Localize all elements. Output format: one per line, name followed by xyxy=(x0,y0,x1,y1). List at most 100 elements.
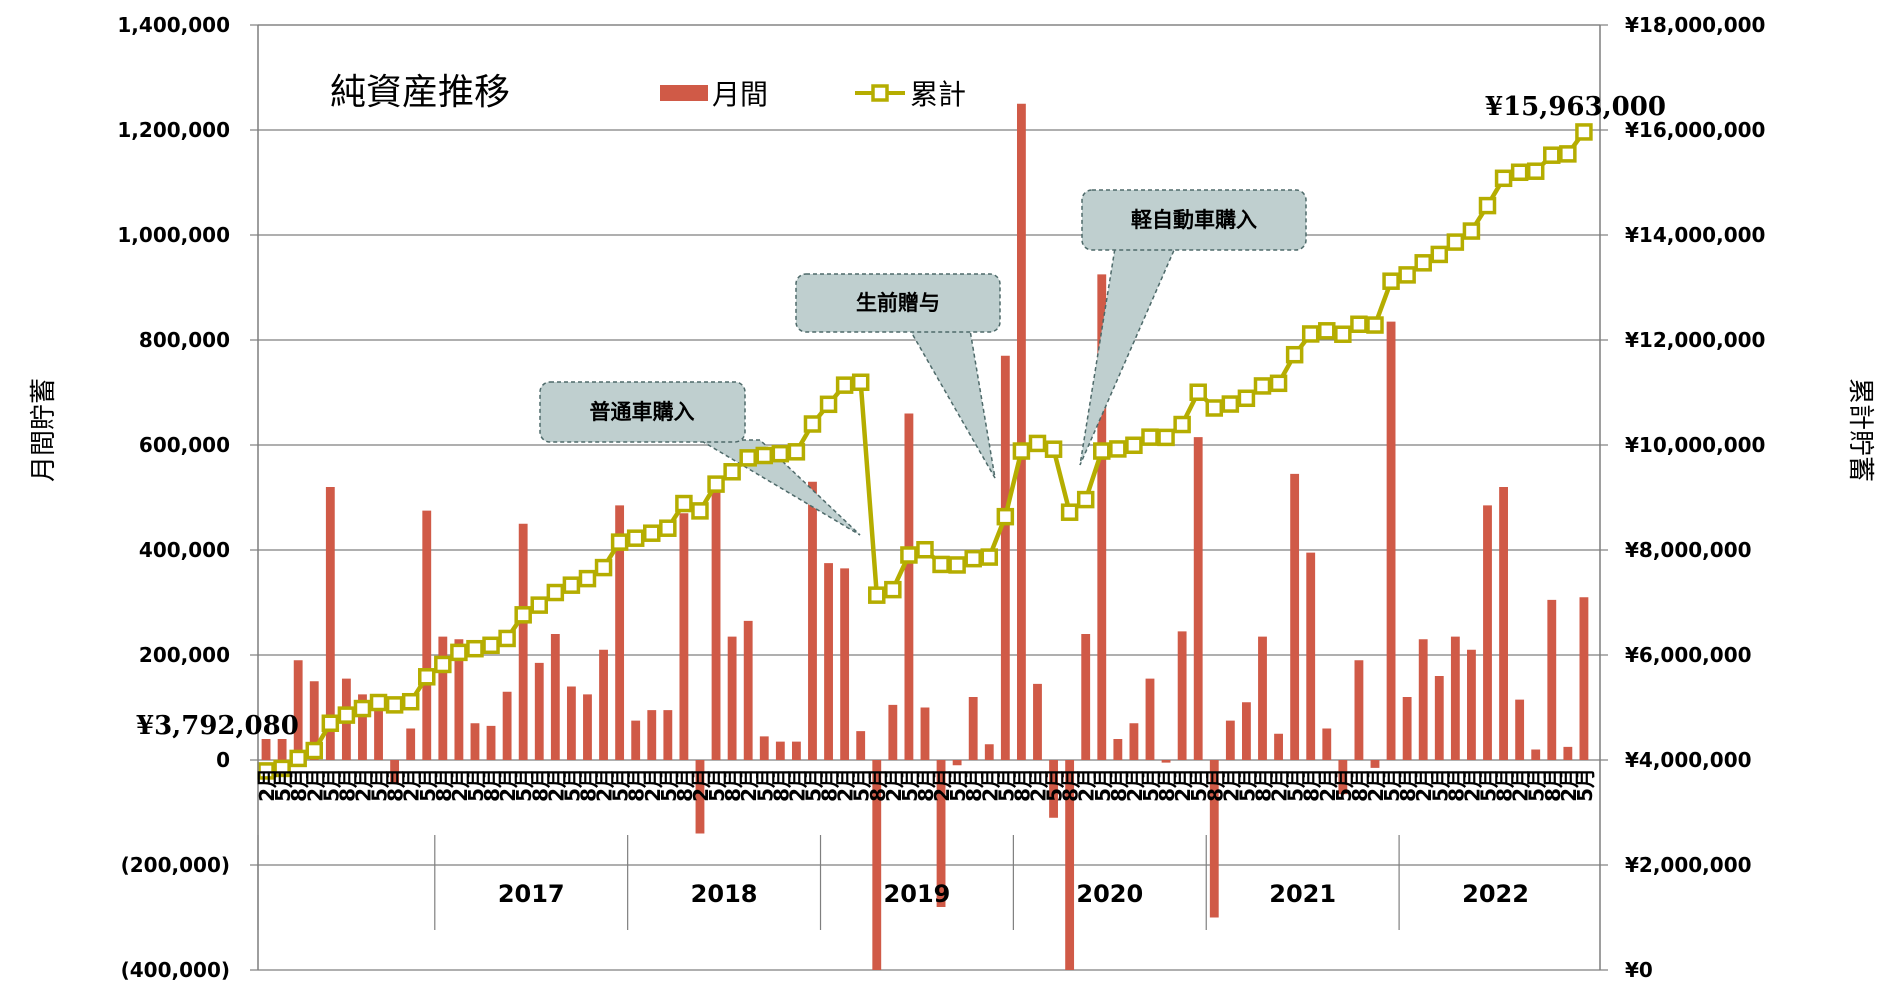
right-tick-labels: ¥0 ¥2,000,000 ¥4,000,000 ¥6,000,000 ¥8,000,0… xyxy=(1600,13,1765,982)
monthly-bar xyxy=(968,697,978,760)
monthly-bar xyxy=(727,636,737,760)
cumulative-point xyxy=(1012,442,1031,460)
monthly-bar xyxy=(615,505,625,760)
monthly-bar xyxy=(759,736,769,760)
month-label: 8月 xyxy=(335,768,359,802)
cumulative-point xyxy=(546,583,565,602)
cumulative-point xyxy=(466,639,484,658)
cumulative-point xyxy=(1318,322,1336,340)
cumulative-point xyxy=(562,576,581,594)
callout-futsusha-label: 普通車購入 xyxy=(590,400,695,424)
monthly-bar xyxy=(502,691,512,760)
monthly-bar xyxy=(952,760,962,766)
cumulative-point xyxy=(434,655,452,674)
cumulative-point xyxy=(1076,490,1095,509)
monthly-bar xyxy=(936,760,946,907)
right-tick-label: ¥2,000,000 xyxy=(1625,853,1752,877)
month-label: 8月 xyxy=(1444,768,1468,802)
monthly-bar xyxy=(534,662,544,760)
month-label: 8月 xyxy=(432,768,456,802)
cumulative-point xyxy=(289,749,307,768)
axes xyxy=(257,25,1601,970)
callout-keijidousha: 軽自動車購入 xyxy=(1079,189,1307,466)
monthly-bar xyxy=(1177,631,1187,760)
month-label: 2月 xyxy=(1123,768,1147,802)
monthly-bar xyxy=(406,728,416,760)
month-label: 8月 xyxy=(769,768,793,802)
start-value-annotation: ¥3,792,080 xyxy=(136,711,299,741)
month-label: 2月 xyxy=(1075,768,1099,802)
cumulative-point xyxy=(900,546,918,564)
month-label: 5月 xyxy=(271,768,295,802)
cumulative-point xyxy=(884,580,902,599)
monthly-bar xyxy=(695,760,705,834)
month-label: 5月 xyxy=(1476,768,1500,802)
month-label: 8月 xyxy=(528,768,552,802)
month-label: 2月 xyxy=(303,768,327,802)
monthly-bar xyxy=(1049,760,1058,818)
cumulative-point xyxy=(948,556,966,574)
monthly-bar xyxy=(1065,760,1075,970)
x-year-labels: 2017 2018 2019 2020 2021 2022 xyxy=(257,835,1529,930)
legend-line-marker xyxy=(871,84,889,102)
month-label: 2月 xyxy=(1171,768,1195,802)
cumulative-point xyxy=(1285,345,1304,364)
month-label: 5月 xyxy=(464,768,488,802)
cumulative-point xyxy=(1350,315,1368,333)
monthly-bar xyxy=(1145,678,1155,760)
month-label: 5月 xyxy=(1091,768,1115,802)
monthly-bar xyxy=(1499,487,1508,760)
month-label: 2月 xyxy=(1364,768,1388,802)
monthly-bar xyxy=(1579,597,1589,760)
monthly-bar xyxy=(599,649,608,760)
month-label: 8月 xyxy=(1010,768,1034,802)
cumulative-point xyxy=(1221,395,1240,413)
year-label: 2017 xyxy=(498,880,565,908)
left-axis-title: 月間貯蓄 xyxy=(29,378,59,482)
month-label: 8月 xyxy=(576,768,600,802)
monthly-bar xyxy=(1113,739,1123,760)
cumulative-point xyxy=(385,696,404,714)
monthly-bar xyxy=(711,492,721,760)
month-label: 5月 xyxy=(1284,768,1308,802)
cumulative-point xyxy=(691,502,709,520)
cumulative-point xyxy=(1398,266,1416,284)
cumulative-point xyxy=(996,507,1015,526)
month-label: 8月 xyxy=(1251,768,1275,802)
monthly-bar xyxy=(647,710,657,760)
monthly-bar xyxy=(550,634,560,760)
cumulative-point xyxy=(932,555,950,574)
cumulative-point xyxy=(819,395,838,414)
month-label: 5月 xyxy=(1428,768,1452,802)
monthly-bar xyxy=(872,760,882,970)
callout-keijidousha-label: 軽自動車購入 xyxy=(1131,208,1257,232)
month-label: 8月 xyxy=(1493,768,1517,802)
cumulative-point xyxy=(851,373,870,392)
monthly-bar xyxy=(920,707,930,760)
month-label: 2月 xyxy=(544,768,568,802)
callout-keijidousha-box xyxy=(1081,189,1307,251)
month-label: 2月 xyxy=(882,768,906,802)
cumulative-point xyxy=(1559,145,1577,163)
month-label: 5月 xyxy=(946,768,970,802)
gridlines xyxy=(258,24,1600,971)
cumulative-point xyxy=(1462,222,1481,240)
right-axis-title: 累計貯蓄 xyxy=(1845,378,1875,482)
monthly-bar xyxy=(1338,760,1348,795)
cumulative-point xyxy=(755,446,774,465)
month-label: 2月 xyxy=(1557,768,1581,802)
monthly-bar xyxy=(631,720,641,760)
month-label: 2月 xyxy=(400,768,424,802)
monthly-bar xyxy=(1274,733,1283,760)
month-label: 8月 xyxy=(480,768,504,802)
month-label: 2月 xyxy=(351,768,375,802)
monthly-bar xyxy=(438,636,448,760)
left-tick-label: 600,000 xyxy=(139,433,230,457)
monthly-bar xyxy=(583,694,592,760)
monthly-bar xyxy=(775,741,785,760)
monthly-bar xyxy=(824,563,833,760)
cumulative-point xyxy=(1494,169,1513,188)
cumulative-line-path xyxy=(265,130,1586,774)
x-month-labels: 2月5月8月2月5月8月2月5月8月2月5月8月2月5月8月2月5月8月2月5月… xyxy=(255,768,1597,802)
